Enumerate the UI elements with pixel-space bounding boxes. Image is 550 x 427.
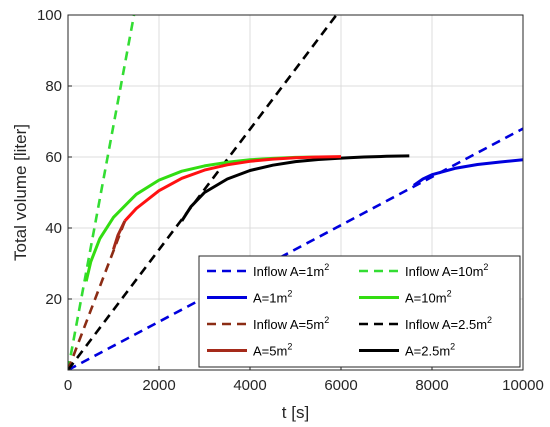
- y-tick-label: 100: [37, 7, 62, 24]
- y-tick-label: 80: [45, 78, 62, 95]
- series-line-8: [123, 155, 342, 222]
- x-tick-label: 6000: [324, 377, 357, 394]
- legend-label: A=2.5m2: [405, 342, 455, 359]
- series-line-1: [412, 158, 523, 187]
- x-tick-label: 10000: [502, 377, 544, 394]
- y-tick-label: 20: [45, 291, 62, 308]
- y-tick-label: 40: [45, 220, 62, 237]
- series-line-2: [68, 220, 127, 370]
- series-line-0: [68, 127, 523, 370]
- plot-series: [68, 15, 523, 370]
- x-axis-label: t [s]: [282, 403, 309, 422]
- plot-frame: [67, 14, 524, 371]
- legend-label: Inflow A=1m2: [253, 262, 329, 279]
- series-group: [68, 15, 523, 370]
- series-line-4: [68, 15, 136, 370]
- legend: Inflow A=1m2 Inflow A=10m2 A=1m2 A=10m2 Infl…: [198, 255, 521, 368]
- ticks: 0 2000 4000 6000 8000 10000 20 40 60 80 100: [37, 7, 544, 394]
- legend-box: [198, 255, 521, 368]
- series-line-3: [112, 220, 127, 250]
- x-tick-label: 2000: [142, 377, 175, 394]
- legend-label: A=1m2: [253, 289, 292, 306]
- legend-label: Inflow A=10m2: [405, 262, 488, 279]
- x-tick-label: 8000: [415, 377, 448, 394]
- legend-label: A=5m2: [253, 342, 292, 359]
- legend-label: A=10m2: [405, 289, 452, 306]
- y-tick-label: 60: [45, 149, 62, 166]
- x-tick-label: 0: [64, 377, 72, 394]
- y-axis-label: Total volume [liter]: [11, 124, 30, 261]
- x-tick-label: 4000: [233, 377, 266, 394]
- series-line-7: [180, 154, 410, 222]
- legend-label: Inflow A=2.5m2: [405, 315, 492, 332]
- legend-label: Inflow A=5m2: [253, 315, 329, 332]
